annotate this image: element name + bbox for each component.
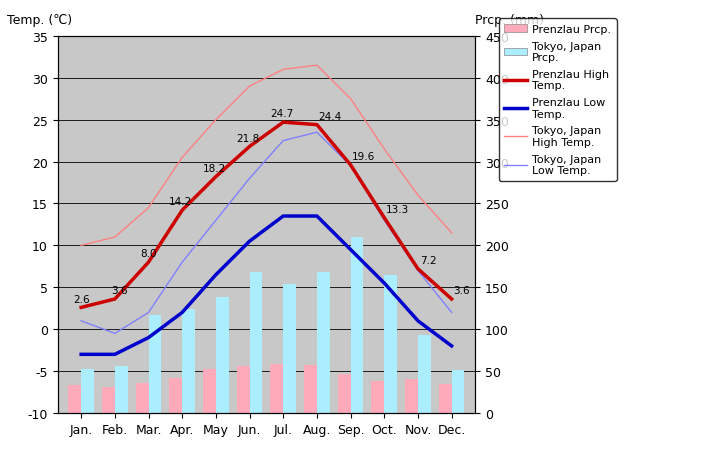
Bar <box>115 366 127 413</box>
Bar <box>384 275 397 413</box>
Text: 2.6: 2.6 <box>73 294 89 304</box>
Bar <box>148 315 161 413</box>
Bar <box>203 369 216 413</box>
Bar <box>438 384 451 413</box>
Text: 24.7: 24.7 <box>270 109 293 119</box>
Bar <box>451 370 464 413</box>
Text: 19.6: 19.6 <box>352 151 376 162</box>
Text: 18.2: 18.2 <box>202 163 225 174</box>
Bar <box>182 309 195 413</box>
Bar <box>237 366 250 413</box>
Text: 3.6: 3.6 <box>454 285 470 296</box>
Bar <box>216 298 229 413</box>
Text: 7.2: 7.2 <box>420 255 436 265</box>
Bar <box>102 387 115 413</box>
Bar <box>68 385 81 413</box>
Text: 13.3: 13.3 <box>386 204 409 214</box>
Legend: Prenzlau Prcp., Tokyo, Japan
Prcp., Prenzlau High
Temp., Prenzlau Low
Temp., Tok: Prenzlau Prcp., Tokyo, Japan Prcp., Pren… <box>499 19 616 181</box>
Bar <box>338 375 351 413</box>
Bar <box>81 369 94 413</box>
Text: 24.4: 24.4 <box>318 112 342 122</box>
Bar <box>136 383 148 413</box>
Text: Temp. (℃): Temp. (℃) <box>7 14 72 27</box>
Bar <box>250 273 262 413</box>
Text: 3.6: 3.6 <box>112 285 128 296</box>
Bar <box>169 378 182 413</box>
Bar <box>317 273 330 413</box>
Bar <box>351 237 364 413</box>
Text: 8.0: 8.0 <box>140 249 157 259</box>
Bar <box>304 365 317 413</box>
Bar <box>283 284 296 413</box>
Bar <box>372 381 384 413</box>
Bar <box>271 364 283 413</box>
Text: 14.2: 14.2 <box>168 197 192 207</box>
Bar <box>405 379 418 413</box>
Bar <box>418 336 431 413</box>
Text: 21.8: 21.8 <box>236 133 259 143</box>
Text: Prcp. (mm): Prcp. (mm) <box>475 14 544 27</box>
